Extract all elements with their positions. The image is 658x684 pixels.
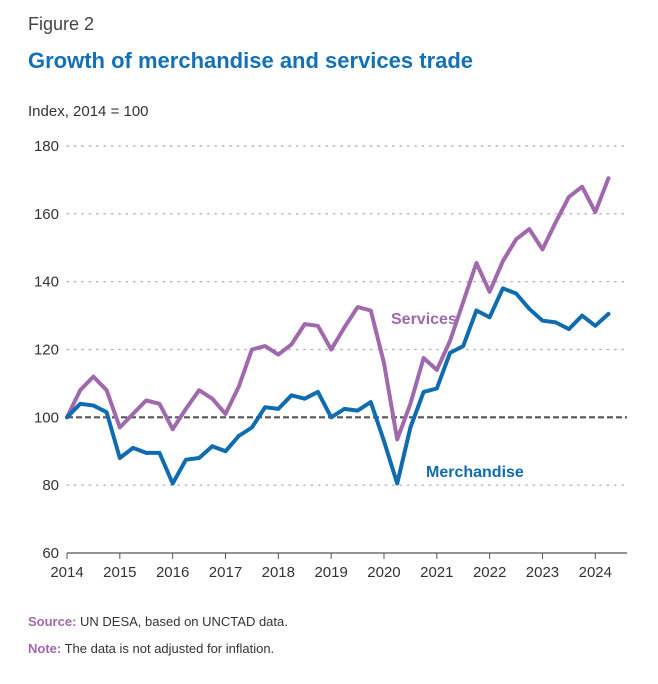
gridlines	[66, 145, 628, 486]
x-tick-2019: 2019	[314, 564, 347, 581]
y-tick-160: 160	[34, 206, 59, 223]
y-tick-180: 180	[34, 138, 59, 155]
x-tick-2023: 2023	[526, 564, 559, 581]
x-tick-2020: 2020	[367, 564, 400, 581]
x-tick-2021: 2021	[420, 564, 453, 581]
y-tick-120: 120	[34, 342, 59, 359]
note-label: Note:	[28, 641, 62, 656]
x-tick-2016: 2016	[156, 564, 189, 581]
figure-label: Figure 2	[28, 14, 95, 34]
x-axis-ticks: 2014 2015 2016 2017 2018 2019 2020 2021 2022 2023…	[50, 553, 612, 581]
y-tick-60: 60	[42, 545, 59, 562]
x-tick-2024: 2024	[579, 564, 612, 581]
x-tick-2018: 2018	[262, 564, 295, 581]
y-tick-80: 80	[42, 477, 59, 494]
source-note: Source: UN DESA, based on UNCTAD data.	[28, 614, 288, 629]
source-label: Source:	[28, 614, 77, 629]
note-text: The data is not adjusted for inflation.	[61, 641, 275, 656]
series-line-services	[65, 176, 611, 442]
series-label-merchandise: Merchandise	[426, 464, 524, 481]
x-tick-2015: 2015	[103, 564, 136, 581]
y-axis-label: Index, 2014 = 100	[28, 103, 149, 120]
y-tick-100: 100	[34, 409, 59, 426]
x-tick-2014: 2014	[50, 564, 83, 581]
source-text: UN DESA, based on UNCTAD data.	[76, 614, 288, 629]
line-chart: 60 80 100 120 140 160 180 2014 2015 2016 2017 2018…	[34, 138, 628, 581]
series-lines	[65, 176, 611, 486]
x-tick-2022: 2022	[473, 564, 506, 581]
y-axis-ticks: 60 80 100 120 140 160 180	[34, 138, 59, 562]
series-line-merchandise	[65, 286, 611, 486]
chart-title: Growth of merchandise and services trade	[28, 48, 474, 73]
inflation-note: Note: The data is not adjusted for infla…	[28, 641, 274, 656]
series-label-services: Services	[391, 311, 457, 328]
x-tick-2017: 2017	[209, 564, 242, 581]
y-tick-140: 140	[34, 274, 59, 291]
